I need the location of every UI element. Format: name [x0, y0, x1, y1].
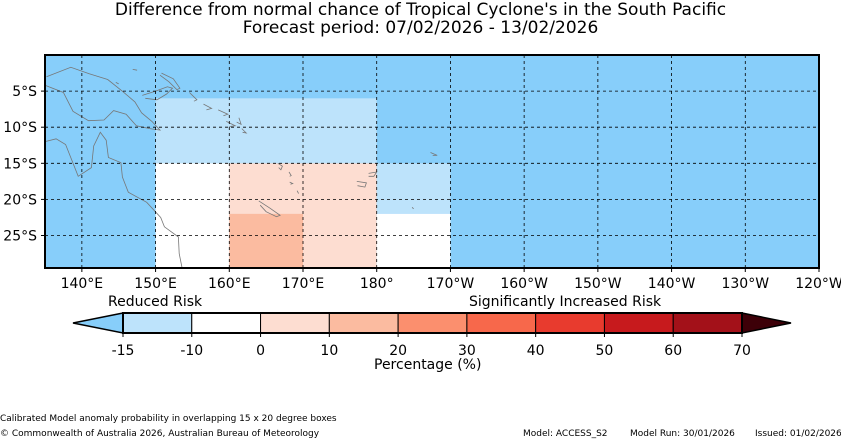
x-tick-label: 170°E: [282, 276, 325, 292]
colorbar-tick-label: -10: [180, 343, 203, 359]
coastline: [289, 181, 294, 185]
coastline: [277, 162, 283, 171]
y-tick-label: 10°S: [3, 120, 37, 136]
colorbar-under-arrow: [72, 312, 124, 334]
chart-title: Difference from normal chance of Tropica…: [114, 0, 727, 20]
coastline: [258, 200, 281, 218]
colorbar-over-arrow: [741, 312, 792, 334]
colorbar-tick-label: 20: [389, 343, 407, 359]
probability-cell: [155, 98, 377, 164]
coastline: [368, 171, 378, 177]
y-tick-label: 25°S: [3, 229, 37, 245]
colorbar-frame: [122, 312, 743, 334]
x-tick-label: 170°W: [427, 276, 475, 292]
reduced-risk-label: Reduced Risk: [108, 294, 203, 310]
colorbar-segment: [535, 312, 605, 334]
probability-cell: [155, 163, 230, 268]
coastline: [203, 103, 213, 111]
colorbar-tick-label: -15: [112, 343, 135, 359]
x-tick-label: 140°W: [648, 276, 696, 292]
colorbar-segment: [603, 312, 674, 334]
footer-model-run: Model Run: 30/01/2026: [630, 429, 735, 439]
colorbar-tick-label: 60: [664, 343, 682, 359]
x-tick-label: 120°W: [795, 276, 841, 292]
map-plot-area: [44, 54, 820, 269]
footer-model: Model: ACCESS_S2: [523, 429, 608, 439]
coastline: [189, 92, 198, 102]
colorbar-segment: [122, 312, 193, 334]
coastline: [296, 190, 299, 194]
y-tick-label: 20°S: [3, 192, 37, 208]
colorbar-segment: [260, 312, 330, 334]
colorbar-tick-label: 10: [320, 343, 338, 359]
x-tick-label: 160°E: [208, 276, 251, 292]
colorbar-segment: [672, 312, 743, 334]
colorbar: -15 -10 0 10 20 30 40 50 60 70: [72, 312, 792, 359]
map-frame: [44, 54, 820, 269]
x-tick-label: 150°W: [574, 276, 622, 292]
x-tick-label: 130°W: [721, 276, 769, 292]
colorbar-tick-label: 50: [596, 343, 614, 359]
forecast-period: Forecast period: 07/02/2026 - 13/02/2026: [242, 18, 599, 38]
coastlines: [44, 66, 438, 269]
coastline: [218, 109, 229, 117]
probability-cell: [376, 213, 451, 268]
colorbar-segment: [397, 312, 468, 334]
probability-cell: [229, 213, 303, 268]
colorbar-tick-label: 30: [458, 343, 476, 359]
coastline: [288, 171, 292, 177]
footer-note: Calibrated Model anomaly probability in …: [0, 414, 337, 424]
coastline: [159, 72, 181, 91]
x-tick-label: 160°W: [500, 276, 548, 292]
coastline: [411, 207, 414, 210]
footer-copyright: © Commonwealth of Australia 2026, Austra…: [0, 429, 320, 439]
colorbar-tick-label: 40: [527, 343, 545, 359]
coastline: [430, 152, 438, 156]
coastline: [356, 181, 367, 188]
colorbar-segment: [328, 312, 399, 334]
map-axis-ticks: 140°E 150°E 160°E 170°E 180° 170°W 160°W 150°W 1…: [3, 84, 841, 292]
colorbar-segment: [191, 312, 262, 334]
coastline: [44, 131, 183, 269]
probability-cell: [376, 163, 451, 214]
map-gridlines: [45, 55, 819, 268]
colorbar-tick-label: 0: [256, 343, 265, 359]
y-tick-label: 5°S: [12, 84, 37, 100]
colorbar-tick-label: 70: [733, 343, 751, 359]
colorbar-segment: [466, 312, 537, 334]
coastline: [236, 117, 242, 126]
footer-issued: Issued: 01/02/2026: [755, 429, 841, 439]
x-tick-label: 180°: [360, 276, 394, 292]
increased-risk-label: Significantly Increased Risk: [469, 294, 662, 310]
y-tick-label: 15°S: [3, 156, 37, 172]
coastline: [115, 82, 119, 85]
coastline: [241, 128, 248, 134]
coastline: [132, 69, 138, 71]
colorbar-axis-label: Percentage (%): [374, 357, 482, 373]
x-tick-label: 140°E: [61, 276, 104, 292]
coastline: [44, 66, 162, 131]
x-tick-label: 150°E: [134, 276, 177, 292]
